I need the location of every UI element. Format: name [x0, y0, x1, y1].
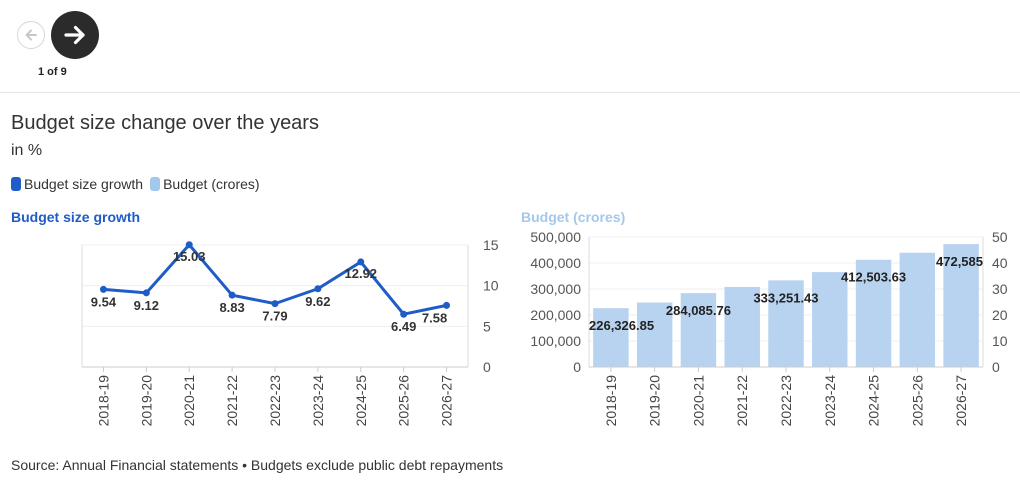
growth-data-label: 7.58 — [422, 310, 447, 325]
budget-left-tick-label: 400,000 — [530, 255, 581, 271]
budget-x-tick-label: 2024-25 — [866, 375, 882, 427]
growth-data-label: 15.03 — [173, 249, 206, 264]
budget-right-tick-label: 50 — [992, 229, 1008, 245]
budget-bar — [943, 244, 979, 367]
growth-data-point — [142, 289, 150, 297]
budget-data-label: 333,251.43 — [753, 290, 818, 305]
growth-data-point — [443, 301, 451, 309]
budget-bar — [812, 272, 848, 367]
budget-bar — [593, 308, 629, 367]
budget-x-tick-label: 2025-26 — [909, 375, 925, 427]
growth-x-tick-label: 2019-20 — [138, 375, 154, 427]
growth-y-tick-label: 0 — [483, 359, 491, 375]
growth-data-point — [400, 310, 408, 318]
next-slide-button[interactable] — [51, 11, 99, 59]
growth-x-tick-label: 2020-21 — [181, 375, 197, 427]
budget-x-tick-label: 2018-19 — [603, 375, 619, 427]
growth-y-tick-label: 15 — [483, 237, 499, 253]
budget-data-label: 226,326.85 — [589, 318, 654, 333]
chart-subtitle: in % — [11, 142, 43, 159]
budget-left-tick-label: 100,000 — [530, 333, 581, 349]
growth-x-tick-label: 2018-19 — [95, 375, 111, 427]
growth-data-label: 9.62 — [305, 294, 330, 309]
source-note: Source: Annual Financial statements • Bu… — [11, 457, 504, 473]
growth-data-point — [185, 241, 193, 249]
budget-data-label: 472,585 — [936, 254, 983, 269]
growth-data-label: 6.49 — [391, 319, 416, 334]
arrow-left-icon — [25, 29, 37, 41]
chart-title: Budget size change over the years — [11, 112, 319, 134]
growth-data-point — [357, 258, 365, 266]
growth-data-label: 7.79 — [262, 309, 287, 324]
budget-data-label: 284,085.76 — [666, 303, 731, 318]
budget-right-tick-label: 10 — [992, 333, 1008, 349]
growth-x-tick-label: 2026-27 — [439, 375, 455, 427]
growth-data-label: 9.12 — [134, 298, 159, 313]
budget-bar — [768, 280, 804, 367]
growth-panel-title: Budget size growth — [11, 209, 141, 225]
budget-left-tick-label: 0 — [573, 359, 581, 375]
growth-y-tick-label: 10 — [483, 278, 499, 294]
budget-bar — [636, 302, 673, 367]
growth-data-point — [314, 285, 322, 293]
budget-x-tick-label: 2020-21 — [690, 375, 706, 427]
budget-right-tick-label: 0 — [992, 359, 1000, 375]
growth-data-point — [228, 291, 236, 299]
growth-x-tick-label: 2023-24 — [310, 375, 326, 427]
legend-swatch-budget — [150, 177, 161, 191]
arrow-right-icon — [64, 25, 85, 45]
chart-legend: Budget size growth Budget (crores) — [11, 176, 267, 192]
budget-left-tick-label: 500,000 — [530, 229, 581, 245]
growth-data-label: 9.54 — [91, 294, 117, 309]
growth-data-label: 8.83 — [219, 300, 244, 315]
legend-swatch-growth — [11, 177, 21, 191]
growth-x-tick-label: 2022-23 — [267, 375, 283, 427]
growth-x-tick-label: 2024-25 — [353, 375, 369, 427]
growth-x-tick-label: 2021-22 — [224, 375, 240, 427]
growth-data-label: 12.92 — [345, 266, 378, 281]
budget-x-tick-label: 2022-23 — [778, 375, 794, 427]
growth-data-point — [271, 300, 279, 308]
budget-left-tick-label: 200,000 — [530, 307, 581, 323]
budget-right-tick-label: 40 — [992, 255, 1008, 271]
legend-item-budget[interactable]: Budget (crores) — [150, 176, 260, 192]
budget-x-tick-label: 2021-22 — [734, 375, 750, 427]
budget-bar — [724, 286, 760, 367]
header-divider — [0, 92, 1020, 93]
growth-data-point — [99, 285, 107, 293]
legend-label-budget: Budget (crores) — [163, 176, 260, 192]
budget-panel-title: Budget (crores) — [521, 209, 626, 225]
budget-left-tick-label: 300,000 — [530, 281, 581, 297]
budget-x-tick-label: 2026-27 — [953, 375, 969, 427]
budget-bar — [855, 259, 892, 367]
budget-right-tick-label: 30 — [992, 281, 1008, 297]
previous-slide-button[interactable] — [17, 21, 45, 49]
growth-y-tick-label: 5 — [483, 318, 491, 334]
legend-item-growth[interactable]: Budget size growth — [11, 176, 143, 192]
growth-x-tick-label: 2025-26 — [396, 375, 412, 427]
budget-x-tick-label: 2023-24 — [822, 375, 838, 427]
page-indicator: 1 of 9 — [38, 66, 67, 78]
budget-bar — [680, 293, 717, 367]
budget-x-tick-label: 2019-20 — [647, 375, 663, 427]
budget-right-tick-label: 20 — [992, 307, 1008, 323]
budget-data-label: 412,503.63 — [841, 270, 906, 285]
budget-bar — [899, 252, 936, 367]
legend-label-growth: Budget size growth — [24, 176, 144, 192]
